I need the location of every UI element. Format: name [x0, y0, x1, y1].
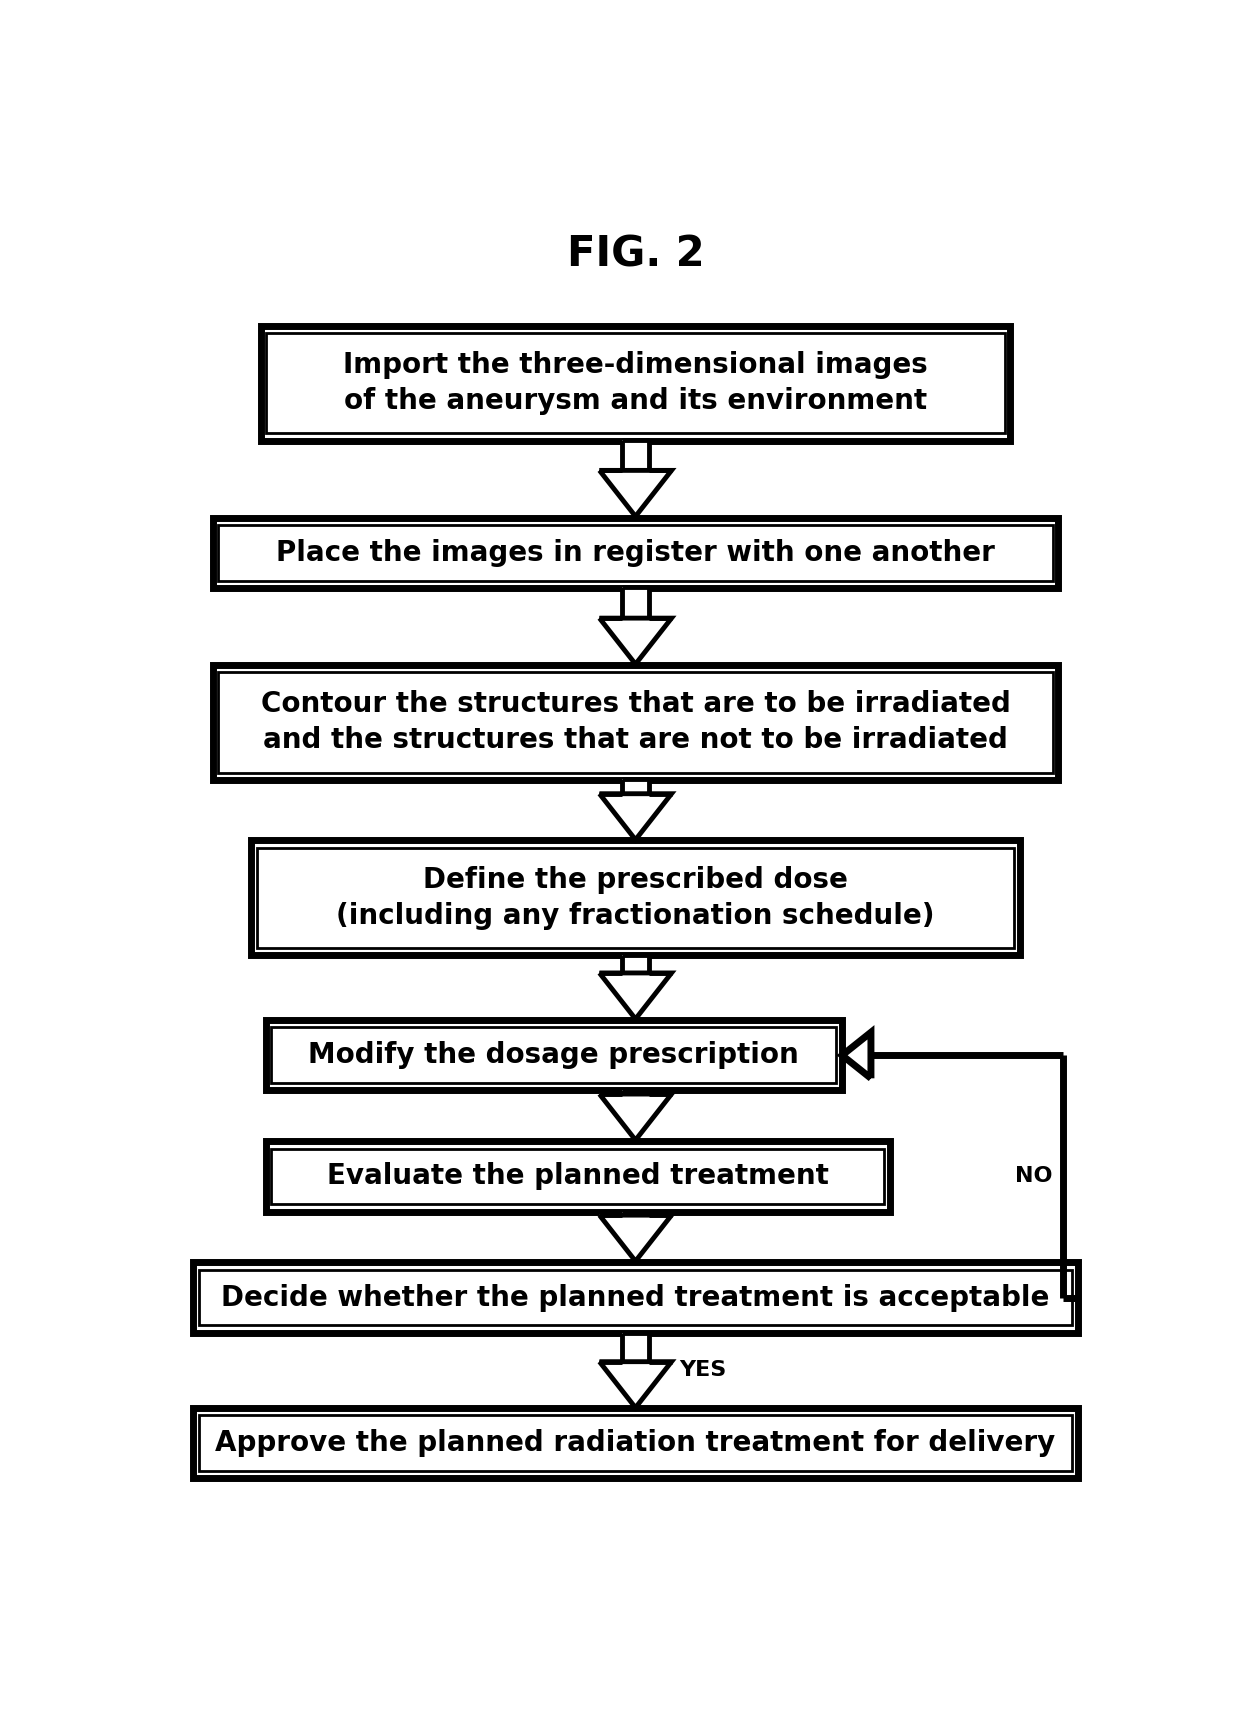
- Polygon shape: [599, 618, 672, 664]
- Bar: [213, 517, 1058, 588]
- Text: FIG. 2: FIG. 2: [567, 234, 704, 275]
- Bar: [213, 664, 1058, 780]
- Bar: [193, 1408, 1078, 1477]
- Polygon shape: [599, 1362, 672, 1408]
- Bar: [622, 1090, 649, 1093]
- Bar: [622, 955, 649, 972]
- Text: Place the images in register with one another: Place the images in register with one an…: [277, 538, 994, 567]
- Bar: [265, 1021, 842, 1090]
- Bar: [622, 1332, 649, 1362]
- Bar: [200, 1415, 1071, 1470]
- Bar: [622, 1211, 649, 1214]
- Polygon shape: [842, 1033, 870, 1078]
- Bar: [622, 586, 649, 618]
- Text: YES: YES: [678, 1360, 725, 1381]
- Bar: [622, 778, 649, 794]
- Bar: [260, 325, 1011, 441]
- Bar: [250, 841, 1021, 955]
- Polygon shape: [599, 794, 672, 839]
- Bar: [193, 1263, 1078, 1332]
- Text: Contour the structures that are to be irradiated
and the structures that are not: Contour the structures that are to be ir…: [260, 690, 1011, 754]
- Text: NO: NO: [1016, 1166, 1053, 1187]
- Bar: [622, 439, 649, 471]
- Text: Evaluate the planned treatment: Evaluate the planned treatment: [327, 1163, 828, 1190]
- Text: Approve the planned radiation treatment for delivery: Approve the planned radiation treatment …: [216, 1429, 1055, 1457]
- Bar: [272, 1028, 836, 1083]
- Bar: [200, 1270, 1071, 1325]
- Text: Import the three-dimensional images
of the aneurysm and its environment: Import the three-dimensional images of t…: [343, 351, 928, 415]
- Bar: [218, 524, 1053, 581]
- Text: Define the prescribed dose
(including any fractionation schedule): Define the prescribed dose (including an…: [336, 867, 935, 929]
- Bar: [265, 1142, 890, 1211]
- Polygon shape: [599, 471, 672, 516]
- Bar: [267, 332, 1004, 434]
- Bar: [218, 671, 1053, 773]
- Polygon shape: [599, 972, 672, 1019]
- Polygon shape: [599, 1093, 672, 1140]
- Bar: [272, 1149, 884, 1204]
- Text: Decide whether the planned treatment is acceptable: Decide whether the planned treatment is …: [221, 1284, 1050, 1311]
- Polygon shape: [599, 1214, 672, 1261]
- Text: Modify the dosage prescription: Modify the dosage prescription: [309, 1041, 800, 1069]
- Bar: [257, 848, 1014, 948]
